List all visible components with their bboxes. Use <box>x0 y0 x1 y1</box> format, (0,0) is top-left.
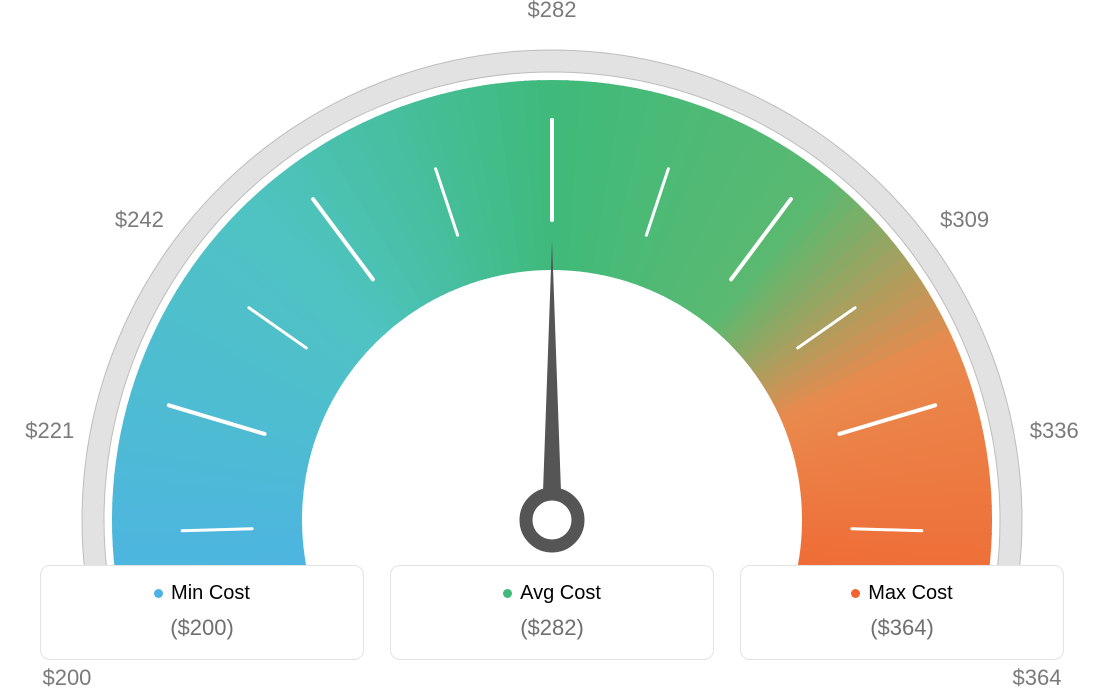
legend-title-avg: Avg Cost <box>503 582 601 605</box>
legend-dot-min <box>154 589 163 598</box>
gauge-tick-label: $364 <box>1013 665 1062 691</box>
gauge-tick-label: $242 <box>115 207 164 233</box>
legend-card-max: Max Cost ($364) <box>740 565 1064 660</box>
legend-value-max: ($364) <box>751 615 1053 641</box>
legend-title-min: Min Cost <box>154 582 250 605</box>
legend-label-max: Max Cost <box>868 582 952 605</box>
legend-title-max: Max Cost <box>851 582 952 605</box>
legend-card-avg: Avg Cost ($282) <box>390 565 714 660</box>
legend-label-min: Min Cost <box>171 582 250 605</box>
gauge-tick-label: $282 <box>528 0 577 23</box>
gauge-chart: $200$221$242$282$309$336$364 <box>0 0 1104 560</box>
legend-dot-max <box>851 589 860 598</box>
gauge-tick-label: $200 <box>42 665 91 691</box>
legend-dot-avg <box>503 589 512 598</box>
gauge-tick-label: $336 <box>1030 418 1079 444</box>
legend-value-avg: ($282) <box>401 615 703 641</box>
legend-label-avg: Avg Cost <box>520 582 601 605</box>
gauge-svg <box>0 20 1104 580</box>
legend-value-min: ($200) <box>51 615 353 641</box>
legend-card-min: Min Cost ($200) <box>40 565 364 660</box>
gauge-tick-label: $221 <box>25 418 74 444</box>
legend-row: Min Cost ($200) Avg Cost ($282) Max Cost… <box>40 565 1064 660</box>
gauge-tick-label: $309 <box>940 207 989 233</box>
